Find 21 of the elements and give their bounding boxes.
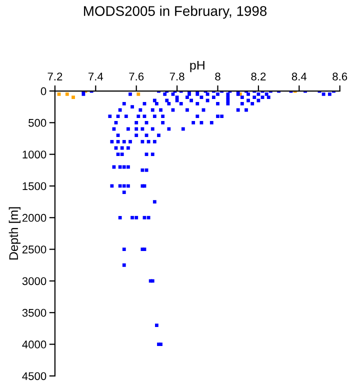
x-tick-label: 7.8 (170, 72, 184, 80)
x-tick-label: 8 (215, 72, 220, 80)
y-tick-label: 4000 (22, 340, 46, 348)
x-tick-label: 8.2 (251, 72, 266, 80)
y-axis-title: Depth [m] (8, 207, 21, 260)
y-tick-label: 0 (40, 87, 46, 96)
y-tick-label: 4500 (22, 372, 46, 380)
y-tick-label: 3500 (22, 308, 46, 317)
x-tick-label: 7.6 (129, 72, 144, 80)
chart-title: MODS2005 in February, 1998 (84, 6, 267, 19)
y-tick-label: 500 (28, 118, 46, 127)
y-tick-label: 2000 (22, 214, 46, 222)
x-axis-title: pH (190, 60, 204, 72)
y-tick-label: 3000 (22, 277, 46, 286)
x-tick-label: 7.2 (48, 72, 62, 80)
y-tick-label: 2500 (22, 246, 46, 254)
x-tick-label: 7.4 (88, 72, 104, 80)
x-tick-label: 8.4 (292, 72, 307, 80)
y-tick-label: 1000 (22, 150, 46, 158)
y-tick-label: 1500 (22, 182, 46, 190)
x-tick-label: 8.6 (332, 72, 348, 80)
